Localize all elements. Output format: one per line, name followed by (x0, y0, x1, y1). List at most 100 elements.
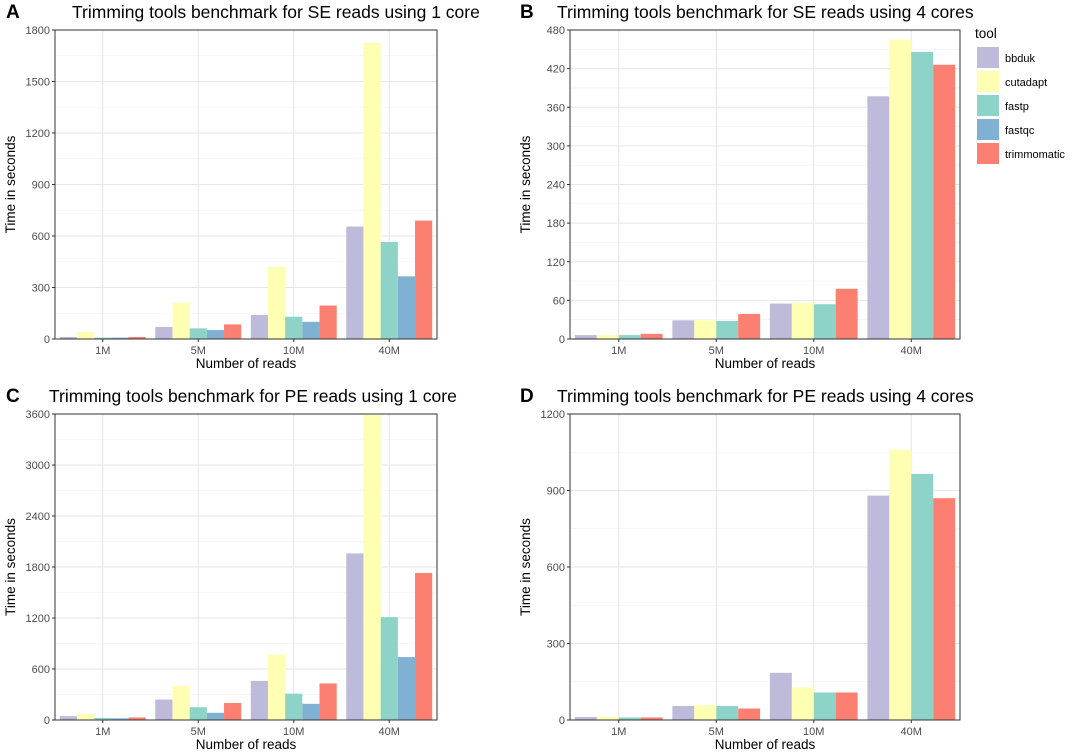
bar-bbduk-5m (155, 699, 173, 720)
bar-bbduk-1m (574, 335, 597, 339)
y-tick-label: 1800 (26, 562, 50, 574)
bar-bbduk-10m (769, 303, 792, 339)
y-tick-label: 1800 (26, 25, 50, 37)
bar-fastp-40m (911, 51, 934, 339)
legend-title: tool (975, 26, 997, 41)
bar-trimmomatic-40m (415, 572, 433, 720)
y-tick-label: 1200 (26, 613, 50, 625)
x-tick-label: 5M (709, 726, 724, 738)
bar-trimmomatic-10m (835, 288, 858, 339)
y-tick-label: 300 (32, 283, 50, 295)
x-tick-label: 10M (803, 726, 824, 738)
bar-fastp-5m (189, 328, 207, 339)
bar-fastp-5m (716, 705, 739, 720)
bar-bbduk-10m (250, 314, 268, 339)
bar-fastp-10m (285, 316, 303, 339)
bar-cutadapt-40m (889, 449, 912, 720)
y-axis-title: Time in seconds (518, 135, 533, 233)
legend-swatch-fastqc (977, 119, 999, 140)
bar-fastp-1m (94, 337, 112, 339)
y-tick-label: 900 (32, 180, 50, 192)
x-axis-title: Number of reads (196, 737, 297, 752)
bar-cutadapt-5m (172, 686, 190, 720)
y-tick-label: 0 (44, 334, 50, 346)
y-tick-label: 900 (547, 486, 565, 498)
panel-a: A Trimming tools benchmark for SE reads u… (3, 2, 480, 371)
legend-label-trimmomatic: trimmomatic (1005, 149, 1065, 161)
x-axis-title: Number of reads (715, 356, 816, 371)
y-axis-title: Time in seconds (3, 518, 18, 616)
x-tick-label: 5M (191, 345, 206, 357)
panel-letter: C (6, 386, 20, 407)
bar-fastp-40m (380, 242, 398, 339)
y-tick-label: 600 (547, 562, 565, 574)
bar-trimmomatic-40m (415, 220, 433, 339)
bar-trimmomatic-10m (319, 683, 337, 720)
chart-title: Trimming tools benchmark for PE reads us… (557, 386, 974, 406)
bar-bbduk-5m (155, 326, 173, 339)
bar-cutadapt-1m (76, 714, 95, 720)
legend-label-bbduk: bbduk (1005, 53, 1035, 65)
bar-bbduk-1m (59, 716, 77, 720)
bar-fastp-5m (189, 707, 207, 720)
x-tick-label: 5M (709, 345, 724, 357)
y-tick-label: 0 (559, 334, 565, 346)
legend-label-cutadapt: cutadapt (1005, 77, 1047, 89)
bar-cutadapt-5m (694, 320, 717, 339)
y-tick-label: 0 (559, 715, 565, 727)
bar-bbduk-10m (769, 672, 792, 720)
y-tick-label: 180 (547, 218, 565, 230)
bar-bbduk-1m (574, 716, 597, 720)
x-tick-label: 1M (611, 726, 626, 738)
panels-layer: A Trimming tools benchmark for SE reads u… (3, 2, 974, 752)
bar-fastqc-10m (302, 703, 320, 720)
y-tick-label: 420 (547, 64, 565, 76)
x-axis-title: Number of reads (196, 356, 297, 371)
x-tick-label: 10M (283, 726, 304, 738)
y-tick-label: 240 (547, 180, 565, 192)
bar-fastp-10m (285, 693, 303, 720)
x-tick-label: 5M (191, 726, 206, 738)
bar-cutadapt-10m (791, 687, 814, 720)
x-tick-label: 10M (283, 345, 304, 357)
bar-fastp-1m (94, 717, 112, 720)
panel-d: D Trimming tools benchmark for PE reads u… (518, 386, 974, 752)
legend-label-fastqc: fastqc (1005, 125, 1035, 137)
bar-trimmomatic-5m (224, 703, 242, 720)
bar-trimmomatic-40m (933, 498, 956, 720)
panel-letter: B (520, 2, 534, 23)
bar-trimmomatic-1m (128, 336, 146, 339)
y-tick-label: 300 (547, 141, 565, 153)
bar-fastp-5m (716, 320, 739, 339)
panel-letter: D (520, 386, 534, 407)
legend: tool bbduk cutadapt fastp fastqc trimmomatic (975, 26, 1065, 164)
y-tick-label: 480 (547, 25, 565, 37)
x-tick-label: 40M (379, 726, 400, 738)
panel-border (569, 413, 961, 721)
bar-bbduk-40m (867, 96, 890, 340)
bar-bbduk-40m (346, 226, 364, 339)
panel-border (569, 29, 961, 340)
chart-title: Trimming tools benchmark for SE reads us… (557, 2, 974, 22)
bar-trimmomatic-1m (128, 717, 146, 720)
x-tick-label: 40M (901, 345, 922, 357)
bar-cutadapt-5m (172, 302, 190, 339)
panel-b: B Trimming tools benchmark for SE reads u… (518, 2, 974, 371)
x-tick-label: 1M (95, 345, 110, 357)
bar-bbduk-1m (59, 336, 77, 339)
x-tick-label: 40M (379, 345, 400, 357)
panel-letter: A (6, 2, 20, 23)
bar-fastp-10m (813, 692, 836, 720)
y-tick-label: 300 (547, 639, 565, 651)
bar-trimmomatic-10m (319, 305, 337, 339)
bar-bbduk-5m (672, 705, 695, 720)
bar-fastqc-5m (206, 712, 225, 720)
y-tick-label: 60 (553, 295, 565, 307)
x-tick-label: 1M (611, 345, 626, 357)
bar-trimmomatic-5m (224, 324, 242, 339)
y-axis-title: Time in seconds (518, 518, 533, 616)
bar-cutadapt-40m (889, 39, 912, 339)
bar-trimmomatic-40m (933, 64, 956, 339)
y-tick-label: 600 (32, 231, 50, 243)
bar-bbduk-40m (346, 553, 364, 720)
